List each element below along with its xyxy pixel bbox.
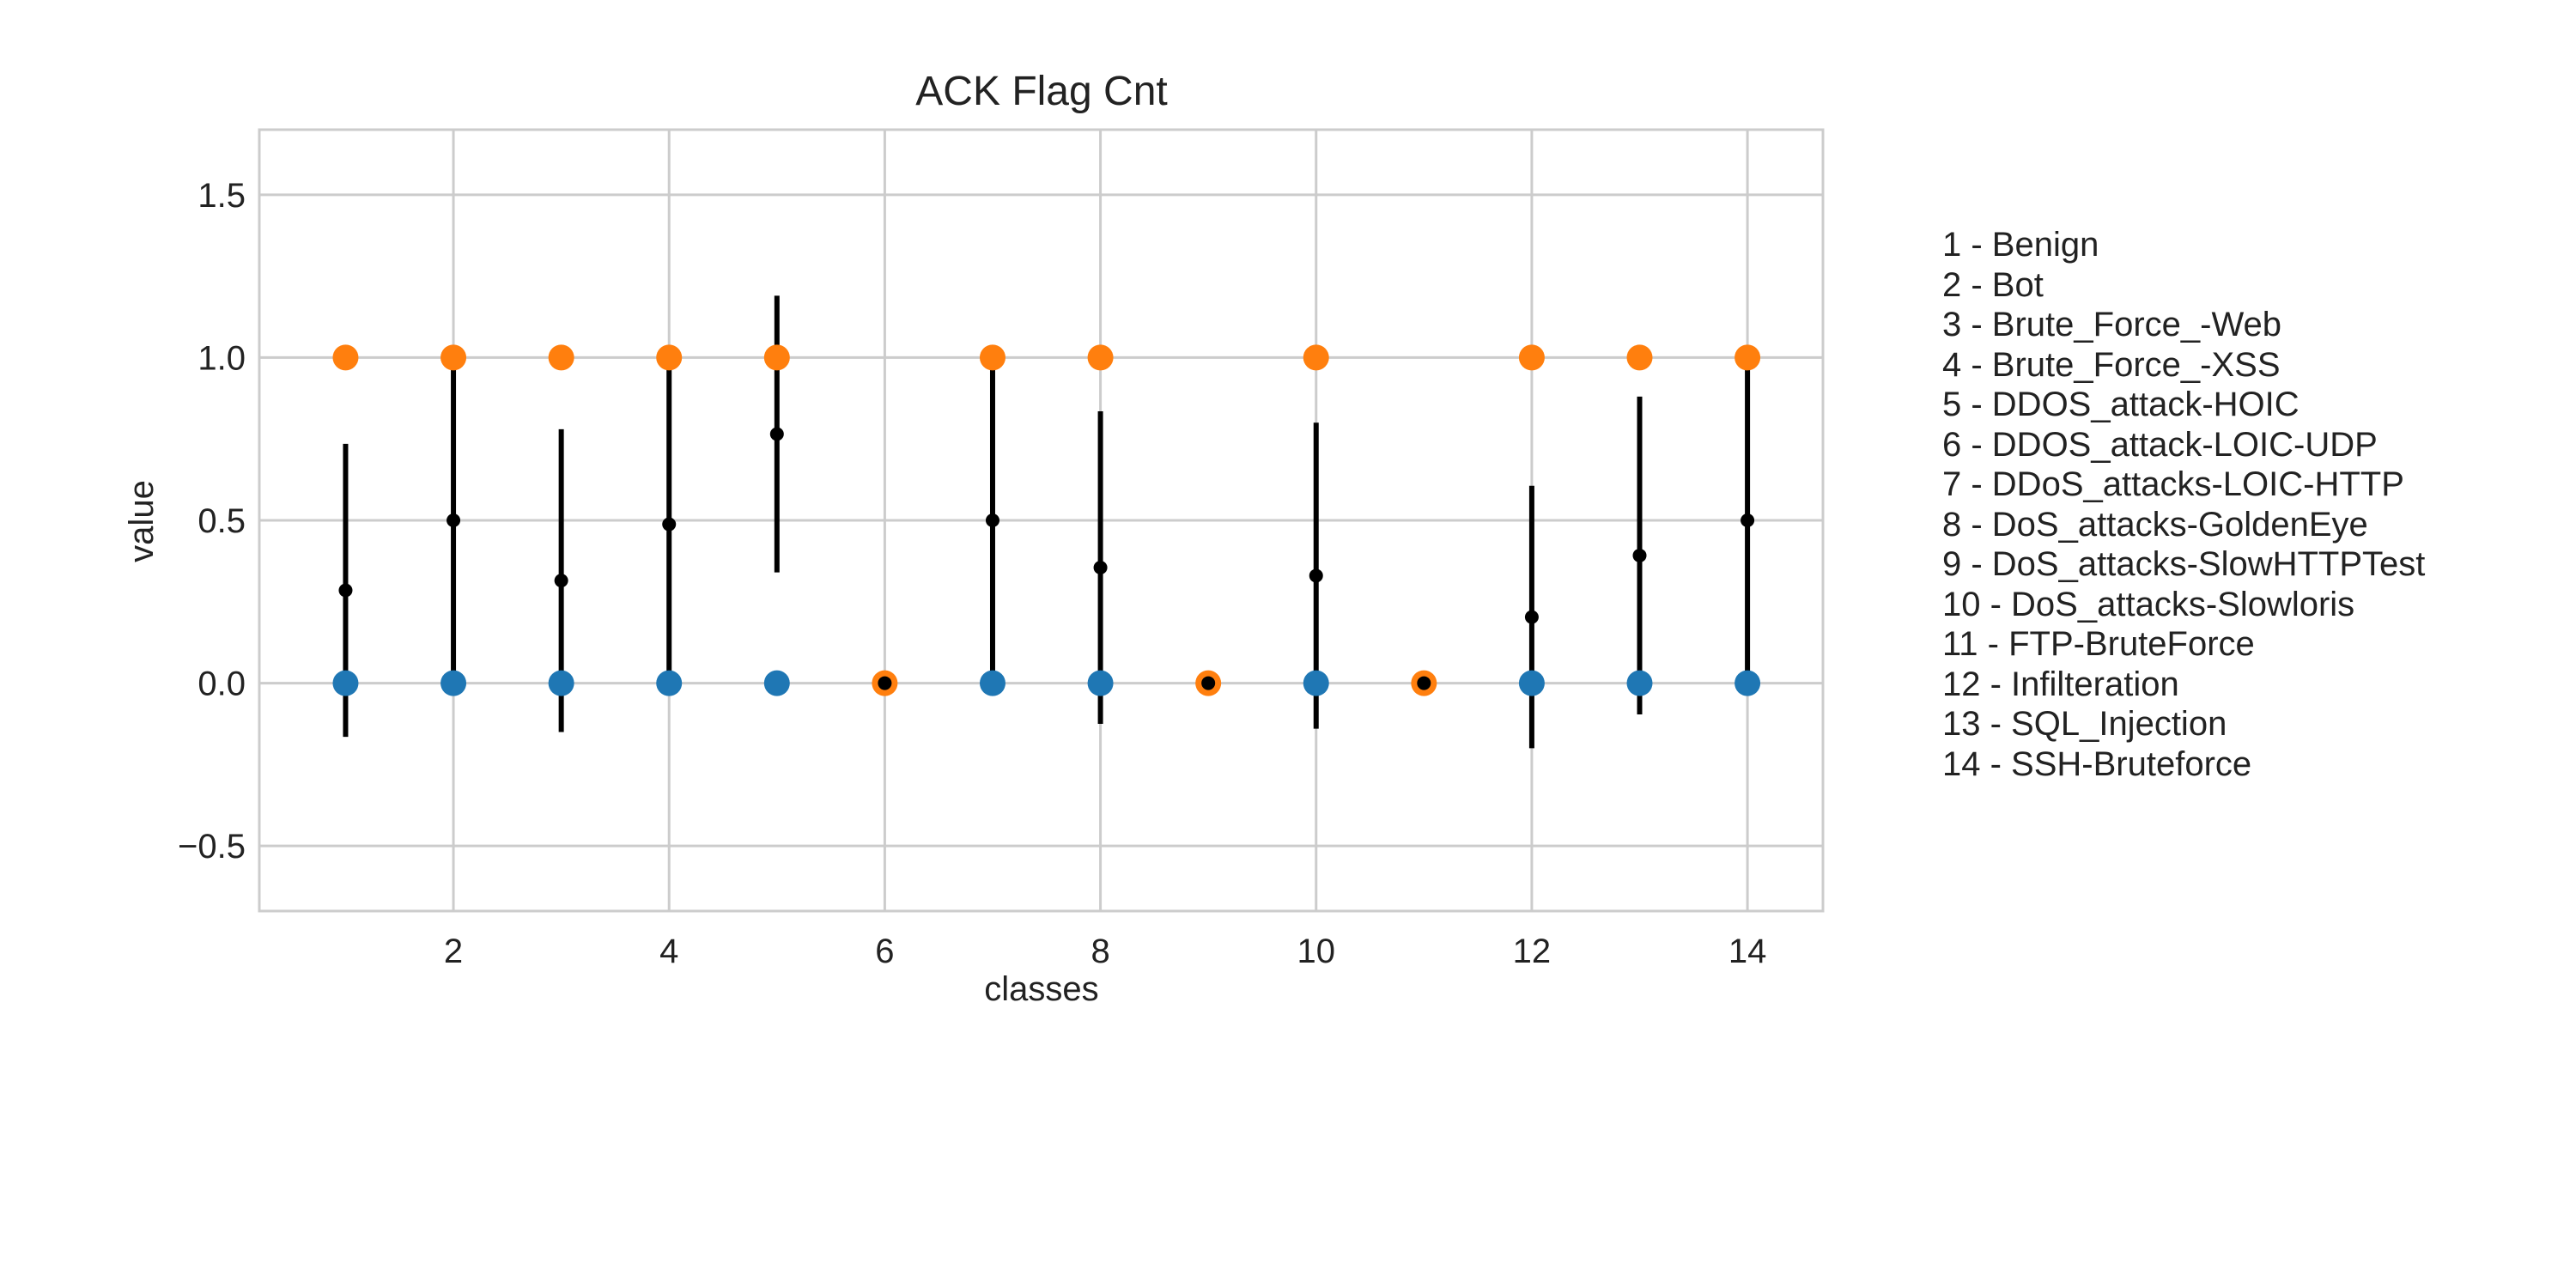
- mean-point: [447, 513, 461, 527]
- max-point: [548, 344, 574, 371]
- x-tick-label: 6: [875, 933, 894, 970]
- y-tick-labels: 1.5 1.0 0.5 0.0 −0.5: [178, 177, 246, 866]
- mean-point: [1741, 513, 1755, 527]
- legend-entry: 1 - Benign: [1942, 226, 2099, 264]
- chart-title: ACK Flag Cnt: [915, 69, 1167, 114]
- max-point: [1735, 344, 1761, 371]
- y-axis-label: value: [123, 480, 161, 562]
- legend: 1 - Benign 2 - Bot 3 - Brute_Force_-Web …: [1942, 225, 2425, 784]
- y-tick-label: 1.0: [197, 339, 246, 377]
- min-point: [1735, 670, 1761, 696]
- legend-entry: 13 - SQL_Injection: [1942, 705, 2227, 743]
- min-point: [548, 670, 574, 696]
- legend-entry: 6 - DDOS_attack-LOIC-UDP: [1942, 425, 2378, 464]
- mean-point: [662, 517, 677, 532]
- x-tick-labels: 2 4 6 8 10 12 14: [444, 933, 1766, 970]
- min-points: [332, 670, 1761, 696]
- min-point: [332, 670, 359, 696]
- min-point: [656, 670, 683, 696]
- legend-entry: 10 - DoS_attacks-Slowloris: [1942, 585, 2355, 623]
- legend-entry: 5 - DDOS_attack-HOIC: [1942, 386, 2300, 423]
- legend-entry: 11 - FTP-BruteForce: [1942, 625, 2255, 663]
- mean-point: [1632, 548, 1647, 562]
- max-point: [1626, 344, 1653, 371]
- legend-entry: 14 - SSH-Bruteforce: [1942, 744, 2252, 783]
- mean-point: [1093, 560, 1108, 574]
- legend-entry: 2 - Bot: [1942, 265, 2044, 304]
- min-point: [1087, 670, 1114, 696]
- mean-points: [338, 427, 1755, 690]
- max-point: [1087, 344, 1114, 371]
- y-tick-label: 1.5: [197, 177, 246, 215]
- x-tick-label: 2: [444, 933, 463, 970]
- min-point: [1518, 670, 1545, 696]
- legend-entry: 3 - Brute_Force_-Web: [1942, 306, 2281, 343]
- mean-point: [1309, 568, 1323, 583]
- x-tick-label: 4: [659, 933, 678, 970]
- max-point: [1518, 344, 1545, 371]
- plot-frame: [258, 128, 1825, 913]
- legend-entry: 9 - DoS_attacks-SlowHTTPTest: [1942, 545, 2426, 583]
- mean-point: [1201, 676, 1216, 690]
- mean-point: [1524, 610, 1539, 624]
- max-point: [979, 344, 1005, 371]
- max-point: [763, 344, 790, 371]
- mean-point: [338, 583, 353, 598]
- y-tick-label: 0.5: [197, 502, 246, 540]
- legend-entry: 4 - Brute_Force_-XSS: [1942, 345, 2281, 384]
- legend-entry: 12 - Infilteration: [1942, 665, 2179, 703]
- max-point: [656, 344, 683, 371]
- x-tick-label: 8: [1091, 933, 1109, 970]
- min-point: [979, 670, 1005, 696]
- min-point: [1303, 670, 1329, 696]
- legend-entry: 8 - DoS_attacks-GoldenEye: [1942, 505, 2368, 544]
- mean-point: [985, 513, 999, 527]
- x-tick-label: 14: [1728, 933, 1767, 970]
- mean-point: [769, 427, 784, 441]
- max-point: [440, 344, 467, 371]
- x-tick-label: 10: [1297, 933, 1335, 970]
- min-point: [763, 670, 790, 696]
- legend-entry: 7 - DDoS_attacks-LOIC-HTTP: [1942, 465, 2404, 503]
- max-point: [332, 344, 359, 371]
- y-tick-label: 0.0: [197, 665, 246, 703]
- x-axis-label: classes: [984, 970, 1098, 1008]
- mean-point: [1417, 676, 1431, 690]
- max-point: [1303, 344, 1329, 371]
- mean-point: [554, 574, 568, 588]
- y-tick-label: −0.5: [178, 828, 246, 866]
- min-point: [440, 670, 467, 696]
- min-point: [1626, 670, 1653, 696]
- x-tick-label: 12: [1513, 933, 1552, 970]
- mean-point: [878, 676, 892, 690]
- grid: [259, 130, 1823, 911]
